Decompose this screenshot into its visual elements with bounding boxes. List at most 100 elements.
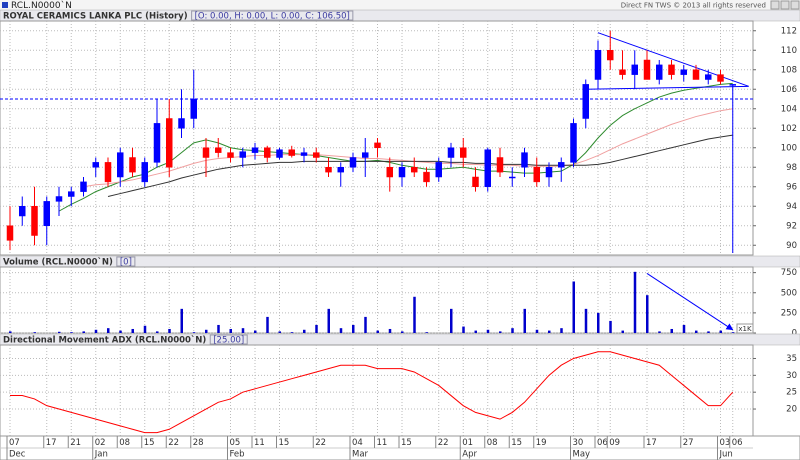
candle-body [484,149,491,187]
volume-bar [266,316,269,333]
y-tick-label: 25 [786,388,797,398]
volume-bar [376,330,379,333]
x-tick-label: 06 [732,438,743,448]
candle-body [472,176,479,187]
volume-bar [278,331,281,333]
y-tick-label: 100 [781,143,797,153]
y-tick-label: 500 [781,288,797,298]
candle-body [374,142,381,148]
x-tick-label: 11 [254,438,265,448]
volume-bar [462,326,465,333]
x-tick-label: 17 [646,438,657,448]
x-tick-label: 08 [487,438,498,448]
volume-bar [584,308,588,333]
candle-body [68,191,75,197]
volume-bar [633,271,637,333]
volume-bar [695,330,698,333]
volume-bar [107,328,110,333]
candle-body [509,176,516,179]
x-tick-label: 05 [230,438,241,448]
y-tick-label: 110 [781,46,797,56]
candle-body [215,147,222,153]
y-tick-label: 96 [786,182,797,192]
volume-bar [290,332,294,333]
y-tick-label: 102 [781,124,797,134]
panel-title: ROYAL CERAMICS LANKA PLC (History) [3,12,188,22]
candle-body [117,152,124,178]
month-label: Feb [230,450,245,460]
plot-area [0,266,754,334]
unit-box [736,323,754,334]
x-tick-label: 15 [279,438,290,448]
candle-body [227,152,234,158]
volume-bar [425,332,428,333]
candle-body [533,167,540,183]
candle-body [190,98,197,119]
candle-body [545,167,553,178]
candle-body [313,152,320,158]
volume-bar [241,328,245,333]
trend-arrow [646,273,734,331]
candle-body [19,206,26,217]
volume-bar [192,332,196,333]
moving-average-line [107,134,733,197]
x-tick-label: 19 [536,438,547,448]
candle-body [656,64,663,80]
y-tick-label: 106 [781,85,797,95]
candle-body [705,74,712,80]
candle-body [129,157,136,173]
volume-bar [339,328,343,333]
y-tick-label: 20 [786,405,797,415]
minimize-button[interactable] [770,0,780,10]
candle-body [558,162,565,168]
x-tick-label: 08 [119,438,130,448]
candle-body [717,74,724,82]
volume-bar [719,330,722,333]
y-tick-label: 35 [786,354,797,364]
x-tick-label: 06 [597,438,608,448]
x-tick-label: 22 [315,438,326,448]
header-bar [0,0,800,10]
candle-body [92,162,99,168]
vendor: Direct FN TWS © 2013 all rights reserved [621,2,766,10]
panel-legend: [25.00] [213,336,244,346]
symbol: RCL.N0000`N [11,0,72,11]
candle-body [496,157,504,173]
y-tick-label: 94 [786,202,797,212]
plot-area [0,20,754,256]
trend-line [585,85,749,90]
candle-body [643,59,651,80]
x-tick-label: 01 [462,438,473,448]
close-button[interactable] [790,0,800,10]
x-tick-label: 22 [438,438,449,448]
unit-label: x1K [738,325,752,333]
candle-body [619,69,626,75]
candle-body [288,149,295,156]
volume-bar [254,330,257,333]
y-tick-label: 90 [786,241,797,251]
volume-bar [352,324,355,333]
volume-bar [450,308,453,333]
volume-bar [646,295,649,333]
volume-bar [658,331,661,333]
x-tick-label: 07 [9,438,20,448]
y-tick-label: 92 [786,221,797,231]
volume-bar [548,330,551,333]
candle-body [239,151,246,158]
candle-body [460,147,467,158]
candle-body [349,157,357,168]
candle-body [594,50,602,80]
volume-bar [119,330,122,333]
candle-body [447,147,455,158]
volume-bar [70,332,73,333]
volume-bar [535,329,539,333]
legend-box [209,334,248,345]
maximize-button[interactable] [780,0,790,10]
volume-bar [597,312,600,333]
candle-body [386,167,393,178]
x-tick-label: 03 [720,438,731,448]
candle-body [6,225,14,241]
y-tick-label: 108 [781,65,797,75]
candle-body [141,162,148,183]
